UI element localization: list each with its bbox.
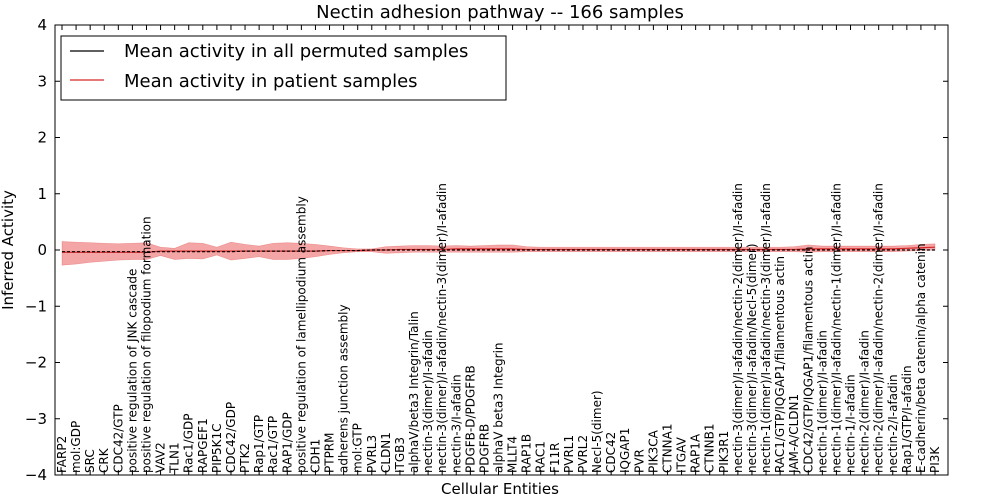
x-category-label: PVRL1 — [562, 435, 576, 473]
x-category-label: adherens junction assembly — [337, 304, 351, 473]
x-category-label: nectin-2(dimer)/I-afadin/nectin-2(dimer)… — [872, 183, 886, 473]
x-category-label: nectin-3(dimer)/I-afadin/nectin-2(dimer)… — [731, 183, 745, 473]
chart-title: Nectin adhesion pathway -- 166 samples — [316, 2, 684, 23]
x-category-label: nectin-1(dimer)/I-afadin — [815, 330, 829, 473]
x-category-label: Rap1/GTP — [252, 415, 266, 473]
x-category-label: PDGFB-D/PDGFRB — [463, 365, 477, 473]
x-category-label: alphaV beta3 Integrin — [492, 342, 506, 473]
x-category-label: FARP2 — [55, 436, 69, 473]
x-category-label: RAC1 — [534, 441, 548, 473]
x-category-label: Necl-5(dimer) — [590, 390, 604, 473]
x-category-label: CDC42 — [604, 432, 618, 473]
x-category-label: PVR — [632, 449, 646, 473]
permuted-mean-line — [62, 249, 935, 253]
series-lines — [62, 246, 936, 253]
x-category-label: E-cadherin/beta catenin/alpha catenin — [914, 243, 928, 473]
x-category-label: Rac1/GTP — [266, 416, 280, 473]
legend-label-patient: Mean activity in patient samples — [124, 71, 418, 92]
x-category-label: ITGB3 — [393, 437, 407, 473]
x-category-label: nectin-1(dimer)/I-afadin/nectin-3(dimer)… — [759, 183, 773, 473]
x-category-label: Rac1/GDP — [182, 414, 196, 473]
x-category-label: PIK3R1 — [717, 431, 731, 473]
x-category-label: CTNNB1 — [703, 423, 717, 473]
x-category-label: alphaV/beta3 Integrin/Talin — [407, 311, 421, 473]
x-category-label: CLDN1 — [379, 432, 393, 473]
y-tick-label: 2 — [37, 129, 47, 147]
legend: Mean activity in all permuted samples Me… — [60, 35, 507, 101]
x-category-label: JAM-A/CLDN1 — [787, 394, 801, 474]
y-tick-label: 3 — [37, 72, 47, 90]
x-category-label: Rap1/GTP/I-afadin — [900, 365, 914, 473]
x-category-label: mol:GTP — [351, 423, 365, 473]
x-category-label: PIK3CA — [646, 429, 660, 473]
x-category-label: nectin-3(dimer)/I-afadin/nectin-3(dimer)… — [435, 183, 449, 473]
x-axis-category-labels: FARP2 mol:GDP SRC CRK CDC42/GTP positive regu… — [55, 25, 942, 475]
y-axis-title: Inferred Activity — [0, 190, 17, 310]
x-category-label: CDC42/GTP/IQGAP1/filamentous actin — [801, 247, 815, 473]
y-tick-label: −4 — [25, 466, 47, 484]
y-tick-label: 1 — [37, 185, 47, 203]
x-category-label: F11R — [548, 442, 562, 473]
x-category-label: nectin-2(dimer)/I-afadin — [858, 330, 872, 473]
x-category-label: PTK2 — [238, 443, 252, 473]
y-axis-ticks: −4 −3 −2 −1 0 1 2 3 4 — [25, 16, 948, 484]
x-category-label: RAP1B — [520, 434, 534, 473]
x-category-label: CDC42/GTP — [111, 404, 125, 473]
x-category-label: ITGAV — [675, 436, 689, 473]
y-tick-label: −3 — [25, 410, 47, 428]
x-category-label: PIP5K1C — [210, 423, 224, 473]
x-category-label: mol:GDP — [69, 421, 83, 473]
y-tick-label: 4 — [37, 16, 47, 34]
x-category-label: nectin-1/I-afadin — [844, 374, 858, 473]
x-category-label: nectin-3(dimer)/I-afadin — [421, 330, 435, 473]
x-category-label: PVRL2 — [576, 435, 590, 473]
x-category-label: RAPGEF1 — [196, 418, 210, 473]
plot-frame — [54, 24, 949, 476]
x-category-label: VAV2 — [154, 442, 168, 473]
patient-activity-band — [61, 241, 936, 266]
patient-band-area — [61, 241, 936, 266]
x-category-label: PI3K — [928, 446, 942, 473]
x-category-label: SRC — [83, 449, 97, 473]
x-category-label: CRK — [97, 447, 111, 473]
x-category-label: CTNNA1 — [660, 423, 674, 473]
x-category-label: CDH1 — [308, 439, 322, 473]
x-category-label: nectin-2/I-afadin — [886, 374, 900, 473]
y-tick-label: 0 — [37, 241, 47, 259]
x-axis-title: Cellular Entities — [441, 480, 559, 498]
x-category-label: CDC42/GDP — [224, 402, 238, 473]
x-category-label: MLLT4 — [506, 436, 520, 473]
x-category-label: positive regulation of filopodium format… — [139, 216, 153, 473]
x-category-label: RAC1/GTP/IQGAP1/filamentous actin — [773, 256, 787, 473]
x-category-label: IQGAP1 — [618, 428, 632, 473]
x-category-label: TLN1 — [168, 442, 182, 474]
legend-label-permuted: Mean activity in all permuted samples — [124, 41, 468, 62]
x-category-label: PVRL3 — [365, 435, 379, 473]
x-category-label: positive regulation of lamellipodium ass… — [294, 196, 308, 473]
x-category-label: PTPRM — [323, 433, 337, 474]
x-category-label: PDGFRB — [477, 424, 491, 473]
x-category-label: RAP1/GDP — [280, 412, 294, 473]
legend-box — [60, 35, 507, 101]
x-category-label: nectin-1(dimer)/I-afadin/nectin-1(dimer)… — [829, 183, 843, 473]
y-tick-label: −2 — [25, 354, 47, 372]
x-category-label: nectin-3(dimer)/I-afadin/Necl-5(dimer) — [745, 243, 759, 473]
y-tick-label: −1 — [25, 297, 47, 315]
x-category-label: RAP1A — [689, 433, 703, 473]
x-category-label: positive regulation of JNK cascade — [125, 269, 139, 473]
x-category-label: nectin-3/I-afadin — [449, 374, 463, 473]
